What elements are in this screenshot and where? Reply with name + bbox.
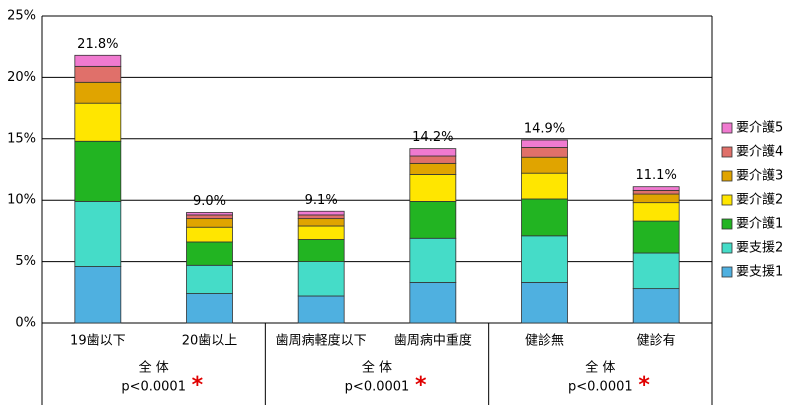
total-label: 11.1% <box>636 168 677 183</box>
x-tick-label: 19歯以下 <box>70 334 126 349</box>
bar-segment <box>74 102 122 142</box>
bar-segment <box>74 81 122 104</box>
legend-swatch <box>721 122 733 134</box>
bar-segment <box>409 148 457 157</box>
group-label: 全 体 <box>362 360 392 376</box>
bar-segment <box>521 235 568 283</box>
significance-mark: * <box>638 373 650 398</box>
legend-swatch <box>721 242 733 254</box>
bar-segment <box>632 288 680 324</box>
bar-segment <box>74 201 122 267</box>
bar-segment <box>632 252 680 290</box>
bar-segment <box>186 293 233 324</box>
bar-segment <box>297 239 345 263</box>
bar-segment <box>186 226 233 243</box>
bar-segment <box>632 202 680 222</box>
total-label: 14.9% <box>524 122 565 137</box>
bar-segment <box>521 198 568 237</box>
significance-mark: * <box>415 373 427 398</box>
x-tick-label: 歯周病軽度以下 <box>276 333 367 349</box>
bar-segment <box>297 225 345 240</box>
bar-segment <box>632 186 680 191</box>
group-p-value: p<0.0001 <box>568 380 633 395</box>
legend-label: 要介護3 <box>736 168 783 184</box>
bar-segment <box>297 218 345 227</box>
legend-swatch <box>721 218 733 230</box>
bar-segment <box>297 210 345 216</box>
total-label: 9.0% <box>193 194 226 209</box>
x-tick-label: 健診有 <box>637 333 676 349</box>
bar-segment <box>521 156 568 174</box>
legend-label: 要介護2 <box>736 192 783 208</box>
x-tick-label: 20歯以上 <box>182 334 238 349</box>
bar-segment <box>186 218 233 228</box>
bar-segment <box>186 264 233 294</box>
x-tick-label: 健診無 <box>525 333 564 349</box>
bar-segment <box>521 282 568 324</box>
significance-mark: * <box>192 373 204 398</box>
bar-segment <box>409 155 457 164</box>
legend-label: 要支援2 <box>736 241 783 256</box>
y-tick-label: 0% <box>15 316 36 331</box>
group-label: 全 体 <box>139 360 169 376</box>
bar-segment <box>186 241 233 266</box>
group-p-value: p<0.0001 <box>345 380 410 395</box>
y-tick-label: 25% <box>7 9 36 24</box>
group-label: 全 体 <box>585 360 615 376</box>
bar-segment <box>409 174 457 202</box>
group-p-value: p<0.0001 <box>121 380 186 395</box>
x-tick-label: 歯周病中重度 <box>394 333 472 349</box>
bar-segment <box>521 172 568 200</box>
total-label: 21.8% <box>77 37 118 52</box>
legend-label: 要介護5 <box>736 120 783 136</box>
legend-label: 要介護1 <box>736 216 783 232</box>
bar-segment <box>74 266 122 324</box>
y-tick-label: 15% <box>7 131 36 146</box>
bar-segment <box>632 220 680 254</box>
total-label: 14.2% <box>412 130 453 145</box>
bar-segment <box>409 282 457 324</box>
bar-segment <box>74 65 122 83</box>
y-tick-label: 10% <box>7 193 36 208</box>
legend-label: 要支援1 <box>736 265 783 280</box>
legend-label: 要介護4 <box>736 144 783 160</box>
y-tick-label: 5% <box>15 254 36 269</box>
bar-segment <box>409 237 457 283</box>
bar-segment <box>297 261 345 297</box>
bar-segment <box>297 214 345 220</box>
legend-swatch <box>721 194 733 206</box>
bar-segment <box>409 162 457 175</box>
legend-swatch <box>721 146 733 158</box>
bar-segment <box>632 193 680 204</box>
bar-segment <box>521 139 568 148</box>
bar-segment <box>409 201 457 239</box>
legend-swatch <box>721 170 733 182</box>
legend-swatch <box>721 266 733 278</box>
bar-segment <box>74 54 122 67</box>
y-tick-label: 20% <box>7 70 36 85</box>
total-label: 9.1% <box>305 193 338 208</box>
bar-segment <box>521 146 568 158</box>
bar-segment <box>74 140 122 202</box>
bar-segment <box>186 212 233 216</box>
bar-segment <box>297 295 345 324</box>
bar-segment <box>186 214 233 220</box>
bar-segment <box>632 189 680 195</box>
